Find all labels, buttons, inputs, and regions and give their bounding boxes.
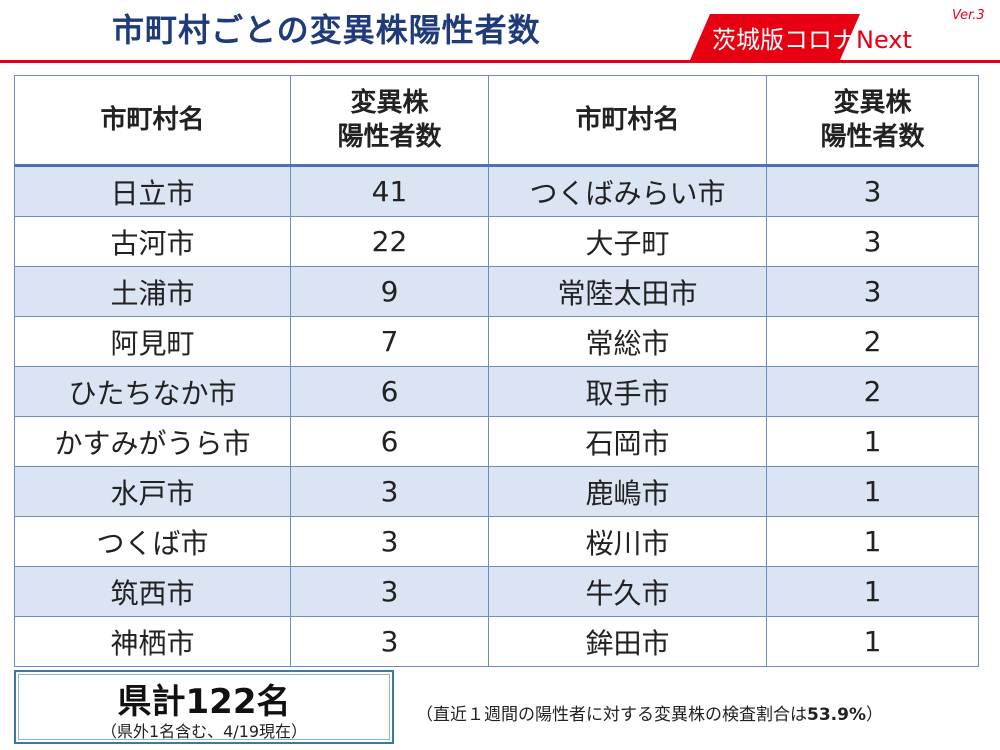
municipality-cell: 牛久市 (488, 566, 767, 617)
count-cell: 1 (766, 466, 979, 517)
brand-version: Ver.3 (952, 8, 985, 23)
municipality-cell: 常総市 (488, 316, 767, 367)
municipality-cell: 神栖市 (14, 616, 291, 667)
municipality-cell: ひたちなか市 (14, 366, 291, 417)
municipality-cell: 常陸太田市 (488, 266, 767, 317)
brand-main: 茨城版コロナ (712, 26, 856, 54)
header-divider (0, 60, 1000, 63)
header-count-line1: 変異株 (833, 88, 912, 118)
table-row: 古河市 22 大子町 3 (14, 216, 979, 267)
brand-next: Next (856, 26, 912, 54)
municipality-cell: 桜川市 (488, 516, 767, 567)
header-count-line2: 陽性者数 (820, 122, 925, 152)
table-row: 阿見町 7 常総市 2 (14, 316, 979, 367)
count-cell: 22 (290, 216, 489, 267)
municipality-cell: 日立市 (14, 165, 291, 217)
total-box: 県計122名 （県外1名含む、4/19現在） (14, 670, 394, 744)
count-cell: 3 (290, 466, 489, 517)
header-count-right: 変異株 陽性者数 (766, 75, 979, 167)
note-suffix: ） (865, 705, 883, 725)
count-cell: 1 (766, 516, 979, 567)
municipality-cell: 鹿嶋市 (488, 466, 767, 517)
municipality-cell: 古河市 (14, 216, 291, 267)
count-cell: 6 (290, 416, 489, 467)
table-row: 水戸市 3 鹿嶋市 1 (14, 466, 979, 517)
header-count-left: 変異株 陽性者数 (290, 75, 489, 167)
table-row: 日立市 41 つくばみらい市 3 (14, 165, 979, 217)
header-count-line2: 陽性者数 (337, 122, 442, 152)
header-count-line1: 変異株 (350, 88, 429, 118)
count-cell: 6 (290, 366, 489, 417)
municipality-cell: つくばみらい市 (488, 165, 767, 217)
variant-cases-table: 市町村名 変異株 陽性者数 市町村名 変異株 陽性者数 日立市 41 つくばみらい市… (14, 75, 979, 667)
municipality-cell: 阿見町 (14, 316, 291, 367)
municipality-cell: 水戸市 (14, 466, 291, 517)
prefecture-total-note: （県外1名含む、4/19現在） (100, 722, 308, 741)
table-row: つくば市 3 桜川市 1 (14, 516, 979, 567)
note-prefix: （直近１週間の陽性者に対する変異株の検査割合は (416, 705, 807, 725)
municipality-cell: 大子町 (488, 216, 767, 267)
municipality-cell: かすみがうら市 (14, 416, 291, 467)
brand-logo: 茨城版コロナNext Ver.3 (690, 8, 990, 60)
count-cell: 3 (290, 616, 489, 667)
note-value: 53.9% (807, 705, 866, 725)
test-ratio-note: （直近１週間の陽性者に対する変異株の検査割合は53.9%） (416, 700, 883, 725)
count-cell: 41 (290, 165, 489, 217)
count-cell: 3 (766, 165, 979, 217)
table-row: ひたちなか市 6 取手市 2 (14, 366, 979, 417)
header-municipality-left: 市町村名 (14, 75, 291, 167)
table-header-row: 市町村名 変異株 陽性者数 市町村名 変異株 陽性者数 (14, 75, 979, 167)
count-cell: 3 (290, 566, 489, 617)
count-cell: 3 (766, 266, 979, 317)
table-row: 土浦市 9 常陸太田市 3 (14, 266, 979, 317)
count-cell: 1 (766, 616, 979, 667)
page-title: 市町村ごとの変異株陽性者数 (112, 11, 541, 49)
municipality-cell: 石岡市 (488, 416, 767, 467)
municipality-cell: 鉾田市 (488, 616, 767, 667)
count-cell: 2 (766, 316, 979, 367)
brand-banner-shape (690, 14, 990, 60)
brand-text: 茨城版コロナNext (712, 20, 912, 55)
municipality-cell: 筑西市 (14, 566, 291, 617)
count-cell: 1 (766, 416, 979, 467)
count-cell: 9 (290, 266, 489, 317)
header-municipality-right: 市町村名 (488, 75, 767, 167)
table-body: 日立市 41 つくばみらい市 3 古河市 22 大子町 3 土浦市 9 常陸太田市 3 阿見町 7 常総市 2… (14, 165, 979, 667)
municipality-cell: 土浦市 (14, 266, 291, 317)
prefecture-total: 県計122名 (117, 682, 291, 722)
count-cell: 3 (766, 216, 979, 267)
municipality-cell: つくば市 (14, 516, 291, 567)
count-cell: 7 (290, 316, 489, 367)
table-row: 筑西市 3 牛久市 1 (14, 566, 979, 617)
municipality-cell: 取手市 (488, 366, 767, 417)
count-cell: 1 (766, 566, 979, 617)
count-cell: 3 (290, 516, 489, 567)
table-row: 神栖市 3 鉾田市 1 (14, 616, 979, 667)
count-cell: 2 (766, 366, 979, 417)
table-row: かすみがうら市 6 石岡市 1 (14, 416, 979, 467)
